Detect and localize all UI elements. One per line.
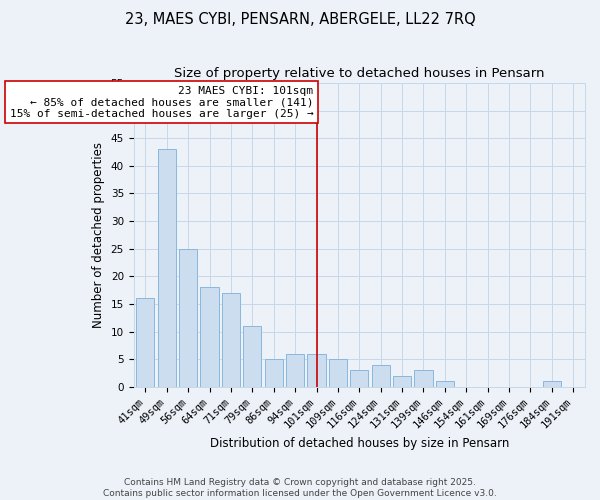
- Bar: [286, 354, 304, 386]
- Bar: [329, 359, 347, 386]
- Bar: [371, 364, 390, 386]
- Bar: [222, 293, 240, 386]
- Bar: [415, 370, 433, 386]
- X-axis label: Distribution of detached houses by size in Pensarn: Distribution of detached houses by size …: [209, 437, 509, 450]
- Bar: [307, 354, 326, 386]
- Bar: [158, 150, 176, 386]
- Text: Contains HM Land Registry data © Crown copyright and database right 2025.
Contai: Contains HM Land Registry data © Crown c…: [103, 478, 497, 498]
- Bar: [136, 298, 154, 386]
- Title: Size of property relative to detached houses in Pensarn: Size of property relative to detached ho…: [174, 68, 545, 80]
- Text: 23, MAES CYBI, PENSARN, ABERGELE, LL22 7RQ: 23, MAES CYBI, PENSARN, ABERGELE, LL22 7…: [125, 12, 475, 28]
- Bar: [265, 359, 283, 386]
- Bar: [393, 376, 411, 386]
- Bar: [200, 288, 218, 386]
- Y-axis label: Number of detached properties: Number of detached properties: [92, 142, 105, 328]
- Bar: [350, 370, 368, 386]
- Text: 23 MAES CYBI: 101sqm
← 85% of detached houses are smaller (141)
15% of semi-deta: 23 MAES CYBI: 101sqm ← 85% of detached h…: [10, 86, 313, 119]
- Bar: [243, 326, 262, 386]
- Bar: [543, 381, 561, 386]
- Bar: [436, 381, 454, 386]
- Bar: [179, 248, 197, 386]
